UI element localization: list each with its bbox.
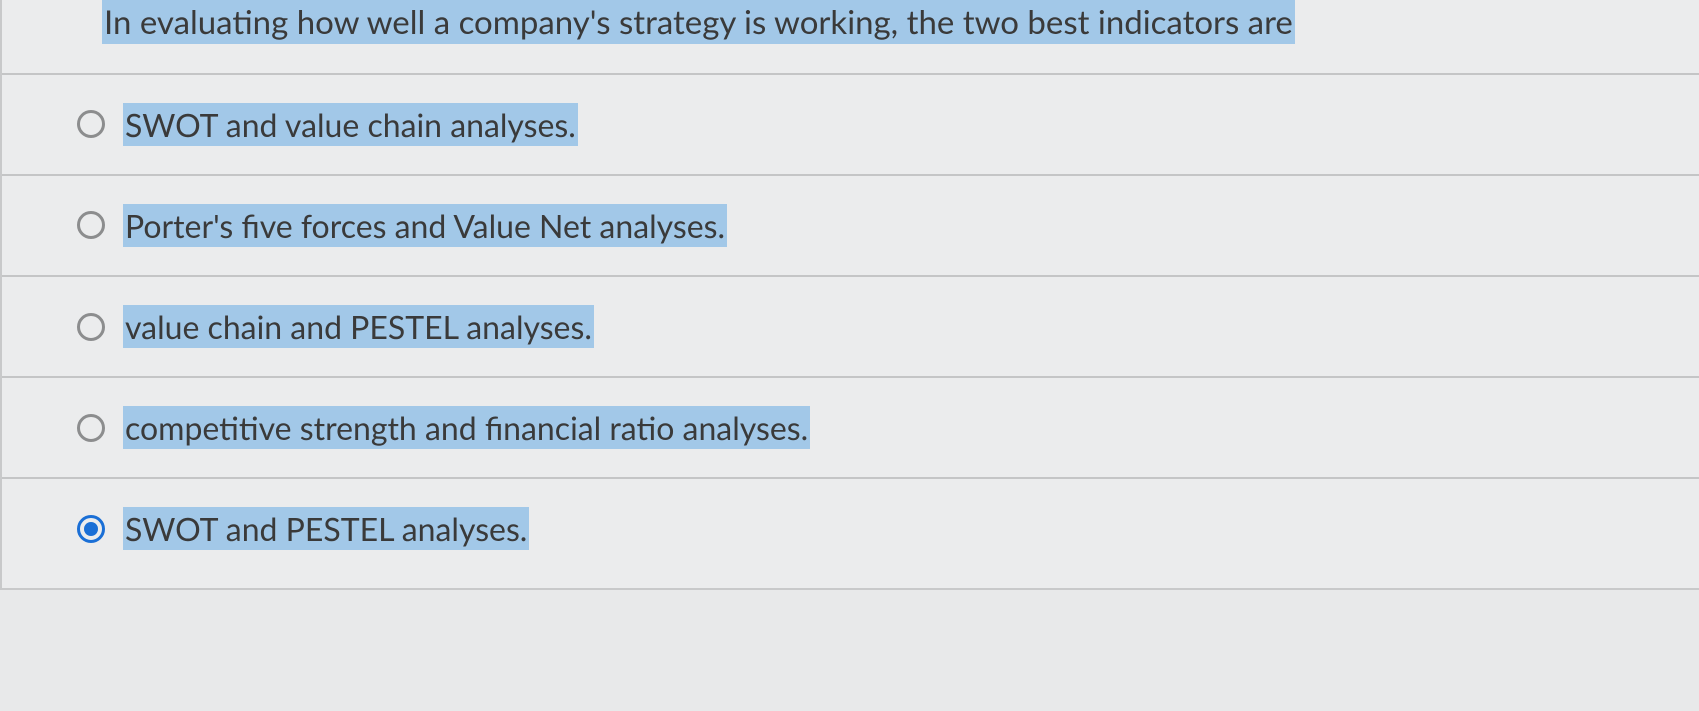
option-row-0[interactable]: SWOT and value chain analyses. <box>2 75 1699 176</box>
option-label: competitive strength and financial ratio… <box>123 406 810 449</box>
option-label: value chain and PESTEL analyses. <box>123 305 594 348</box>
question-stem-text: In evaluating how well a company's strat… <box>102 0 1295 44</box>
options-list: SWOT and value chain analyses. Porter's … <box>2 75 1699 589</box>
radio-icon[interactable] <box>77 211 105 239</box>
option-label: SWOT and PESTEL analyses. <box>123 507 529 550</box>
question-stem: In evaluating how well a company's strat… <box>2 0 1699 75</box>
option-label: SWOT and value chain analyses. <box>123 103 578 146</box>
option-label: Porter's five forces and Value Net analy… <box>123 204 727 247</box>
radio-icon[interactable] <box>77 313 105 341</box>
radio-icon[interactable] <box>77 414 105 442</box>
question-container: In evaluating how well a company's strat… <box>0 0 1699 590</box>
option-row-4[interactable]: SWOT and PESTEL analyses. <box>2 479 1699 588</box>
option-row-3[interactable]: competitive strength and financial ratio… <box>2 378 1699 479</box>
radio-icon[interactable] <box>77 110 105 138</box>
option-row-2[interactable]: value chain and PESTEL analyses. <box>2 277 1699 378</box>
radio-icon[interactable] <box>77 515 105 543</box>
option-row-1[interactable]: Porter's five forces and Value Net analy… <box>2 176 1699 277</box>
